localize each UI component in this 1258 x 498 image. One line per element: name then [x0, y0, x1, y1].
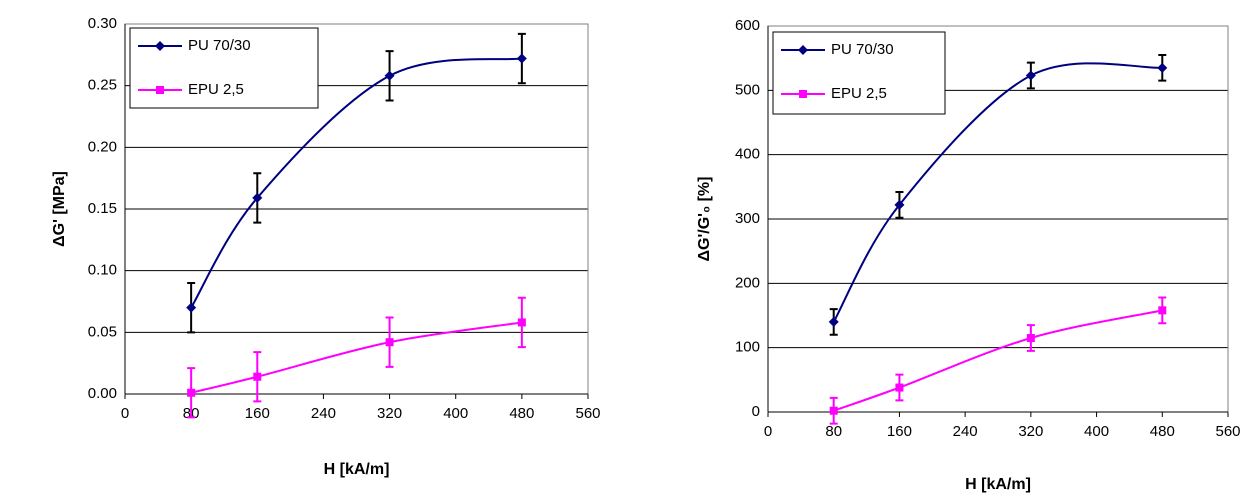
marker — [799, 90, 807, 98]
x-tick-label: 560 — [575, 405, 600, 422]
series-line — [190, 321, 523, 394]
y-tick-label: 0 — [752, 403, 760, 420]
legend-label: PU 70/30 — [831, 41, 894, 58]
x-tick-label: 400 — [443, 405, 468, 422]
y-tick-label: 500 — [735, 81, 760, 98]
x-axis-label: H [kA/m] — [324, 461, 390, 478]
y-axis-label: ΔG'/G'₀ [%] — [696, 177, 713, 262]
marker — [156, 86, 164, 94]
x-tick-label: 240 — [953, 423, 978, 440]
marker — [894, 199, 905, 210]
marker — [1158, 306, 1167, 315]
marker — [517, 318, 526, 327]
y-tick-label: 300 — [735, 210, 760, 227]
legend-box — [129, 27, 319, 109]
marker — [516, 53, 527, 64]
series-line — [832, 62, 1163, 323]
marker — [798, 45, 808, 55]
legend-box — [772, 31, 946, 115]
marker — [384, 70, 395, 81]
marker — [187, 388, 196, 397]
y-tick-label: 0.20 — [88, 138, 117, 155]
y-tick-label: 100 — [735, 339, 760, 356]
x-tick-label: 0 — [121, 405, 129, 422]
marker — [1026, 334, 1035, 343]
y-tick-label: 400 — [735, 146, 760, 163]
x-axis-label: H [kA/m] — [965, 476, 1031, 493]
marker — [385, 338, 394, 347]
y-tick-label: 0.10 — [88, 262, 117, 279]
marker — [828, 316, 839, 327]
marker — [253, 372, 262, 381]
y-tick-label: 600 — [735, 17, 760, 34]
series-line — [190, 57, 522, 309]
chart: 0 100 200 300 400 500 600 0 80 160 240 320 400 480 560… — [696, 17, 1240, 493]
x-tick-label: 400 — [1084, 423, 1109, 440]
y-axis-label: ΔG' [MPa] — [51, 171, 68, 247]
y-tick-label: 0.30 — [88, 15, 117, 32]
marker — [1157, 62, 1168, 73]
y-tick-label: 0.15 — [88, 200, 117, 217]
legend-label: PU 70/30 — [188, 37, 251, 54]
series-line — [833, 309, 1163, 412]
x-tick-label: 480 — [1150, 423, 1175, 440]
x-tick-label: 160 — [887, 423, 912, 440]
x-tick-label: 560 — [1215, 423, 1240, 440]
x-tick-label: 160 — [245, 405, 270, 422]
x-tick-label: 240 — [311, 405, 336, 422]
x-tick-label: 0 — [764, 423, 772, 440]
marker — [252, 192, 263, 203]
x-tick-label: 320 — [377, 405, 402, 422]
legend-label: EPU 2,5 — [831, 85, 887, 102]
marker — [895, 383, 904, 392]
marker — [155, 41, 165, 51]
x-tick-label: 80 — [825, 423, 842, 440]
marker — [1025, 70, 1036, 81]
marker — [829, 406, 838, 415]
y-tick-label: 200 — [735, 274, 760, 291]
chart: 0.000.050.100.150.200.250.300 80 160 240 320… — [51, 15, 600, 478]
y-tick-label: 0.00 — [88, 385, 117, 402]
marker — [186, 302, 197, 313]
y-tick-label: 0.25 — [88, 77, 117, 94]
legend-label: EPU 2,5 — [188, 81, 244, 98]
y-tick-label: 0.05 — [88, 323, 117, 340]
x-tick-label: 480 — [509, 405, 534, 422]
x-tick-label: 320 — [1018, 423, 1043, 440]
